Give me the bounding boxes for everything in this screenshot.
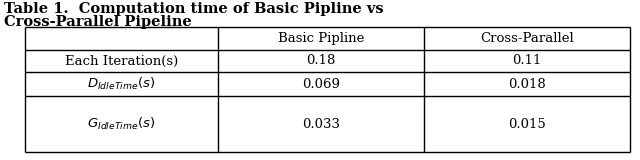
- Text: Cross-Parallel: Cross-Parallel: [480, 32, 574, 45]
- Text: 0.015: 0.015: [508, 117, 546, 131]
- Text: Each Iteration(s): Each Iteration(s): [65, 55, 178, 68]
- Text: 0.069: 0.069: [302, 77, 340, 91]
- Text: $D_{IdleTime}(s)$: $D_{IdleTime}(s)$: [87, 76, 156, 92]
- Text: 0.18: 0.18: [307, 55, 336, 68]
- Text: 0.018: 0.018: [508, 77, 546, 91]
- Text: Table 1.  Computation time of Basic Pipline vs: Table 1. Computation time of Basic Pipli…: [4, 2, 383, 16]
- Text: $G_{IdleTime}(s)$: $G_{IdleTime}(s)$: [87, 116, 156, 132]
- Text: 0.11: 0.11: [512, 55, 541, 68]
- Text: Cross-Parallel Pipeline: Cross-Parallel Pipeline: [4, 15, 192, 29]
- Text: Basic Pipline: Basic Pipline: [278, 32, 364, 45]
- Text: 0.033: 0.033: [302, 117, 340, 131]
